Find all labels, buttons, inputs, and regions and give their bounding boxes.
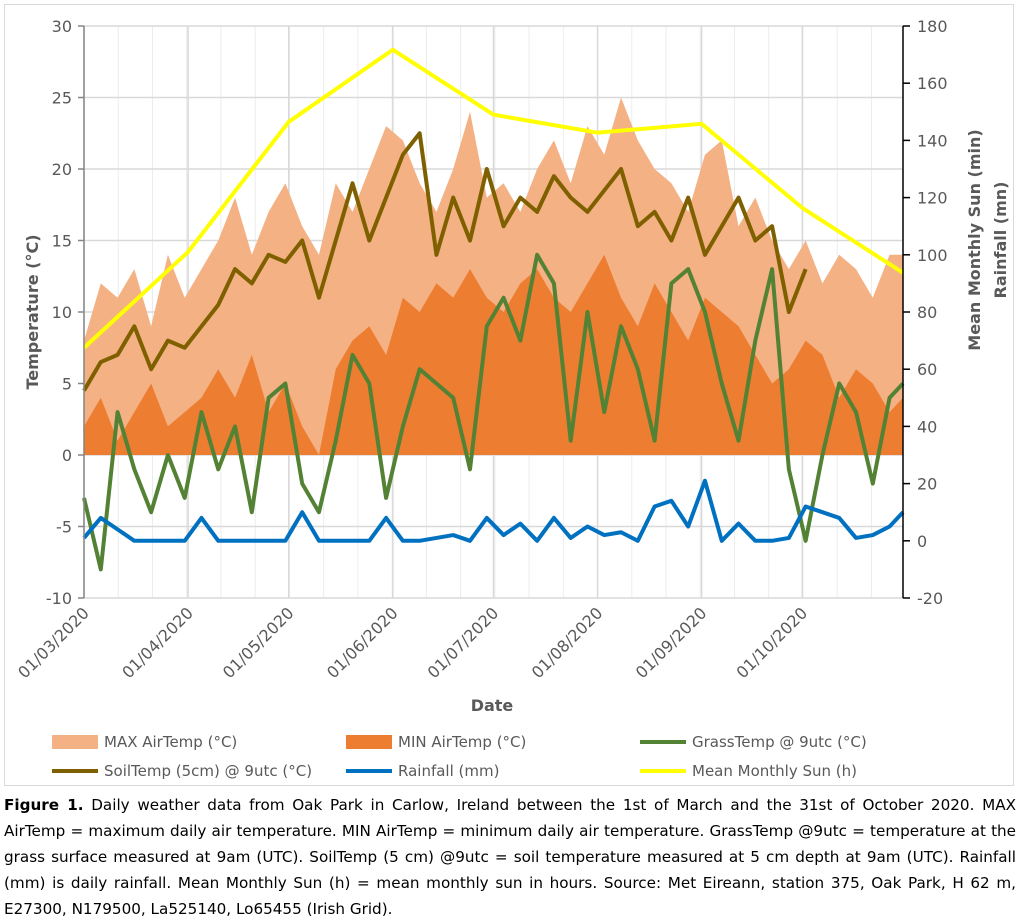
left-tick-label: 5 bbox=[62, 375, 72, 394]
legend-swatch bbox=[52, 735, 98, 749]
left-tick-label: -5 bbox=[56, 518, 72, 537]
left-tick-label: 30 bbox=[52, 17, 72, 36]
legend-label: Mean Monthly Sun (h) bbox=[692, 762, 857, 780]
figure-caption: Figure 1. Daily weather data from Oak Pa… bbox=[4, 792, 1016, 922]
right-tick-label: 80 bbox=[917, 303, 937, 322]
y-axis-right-label-rain: Rainfall (mn) bbox=[991, 182, 1010, 299]
right-tick-label: 100 bbox=[917, 246, 948, 265]
y-axis-right-label-sun: Mean Monthly Sun (min) bbox=[965, 129, 984, 350]
legend-grasstemp: GrassTemp @ 9utc (°C) bbox=[640, 733, 867, 751]
right-tick-label: 120 bbox=[917, 189, 948, 208]
legend-swatch bbox=[346, 735, 392, 749]
legend-mean-monthly-sun: Mean Monthly Sun (h) bbox=[640, 762, 857, 780]
legend-max-airtemp: MAX AirTemp (°C) bbox=[52, 733, 237, 751]
legend-soiltemp: SoilTemp (5cm) @ 9utc (°C) bbox=[52, 762, 312, 780]
left-tick-label: 10 bbox=[52, 303, 72, 322]
x-tick-label: 01/07/2020 bbox=[424, 603, 503, 682]
legend-label: GrassTemp @ 9utc (°C) bbox=[692, 733, 867, 751]
right-tick-label: 180 bbox=[917, 17, 948, 36]
x-tick-label: 01/05/2020 bbox=[219, 603, 298, 682]
right-tick-label: 40 bbox=[917, 417, 937, 436]
left-tick-label: -10 bbox=[46, 589, 72, 608]
x-tick-label: 01/10/2020 bbox=[732, 603, 811, 682]
legend-swatch bbox=[640, 769, 686, 773]
left-tick-label: 15 bbox=[52, 232, 72, 251]
x-tick-label: 01/03/2020 bbox=[14, 603, 93, 682]
legend-rainfall: Rainfall (mm) bbox=[346, 762, 499, 780]
right-tick-label: 60 bbox=[917, 360, 937, 379]
weather-chart: 30 25 20 15 10 5 0 -5 -10 180 160 140 120 100 80 60 40 20… bbox=[0, 0, 1024, 790]
left-tick-label: 0 bbox=[62, 446, 72, 465]
x-axis-label: Date bbox=[471, 696, 514, 715]
legend-swatch bbox=[640, 740, 686, 744]
right-tick-label: 160 bbox=[917, 74, 948, 93]
y-axis-left-label: Temperature (°C) bbox=[23, 234, 42, 389]
legend-min-airtemp: MIN AirTemp (°C) bbox=[346, 733, 526, 751]
legend-swatch bbox=[52, 769, 98, 773]
legend-swatch bbox=[346, 769, 392, 773]
x-tick-label: 01/04/2020 bbox=[118, 603, 197, 682]
x-tick-label: 01/06/2020 bbox=[323, 603, 402, 682]
caption-text: Daily weather data from Oak Park in Carl… bbox=[4, 796, 1016, 918]
legend-label: MIN AirTemp (°C) bbox=[398, 733, 526, 751]
legend-label: MAX AirTemp (°C) bbox=[104, 733, 237, 751]
x-tick-label: 01/09/2020 bbox=[632, 603, 711, 682]
left-tick-label: 25 bbox=[52, 89, 72, 108]
right-tick-label: 140 bbox=[917, 131, 948, 150]
legend-label: Rainfall (mm) bbox=[398, 762, 499, 780]
right-tick-label: 20 bbox=[917, 475, 937, 494]
left-tick-label: 20 bbox=[52, 160, 72, 179]
right-tick-label: 0 bbox=[917, 532, 927, 551]
caption-label: Figure 1. bbox=[4, 796, 84, 814]
legend-label: SoilTemp (5cm) @ 9utc (°C) bbox=[104, 762, 312, 780]
x-tick-label: 01/08/2020 bbox=[528, 603, 607, 682]
right-tick-label: -20 bbox=[917, 589, 943, 608]
